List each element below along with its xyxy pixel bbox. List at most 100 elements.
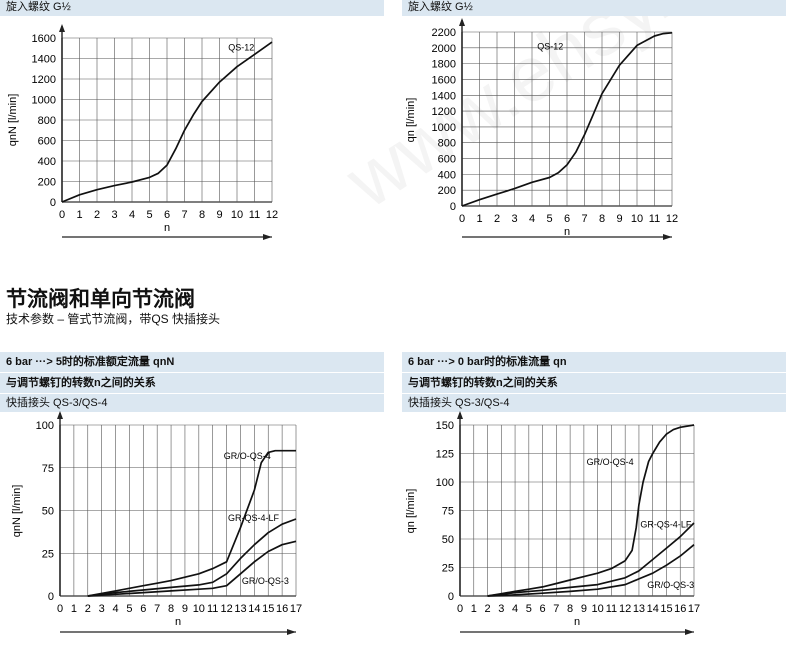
y-tick-label: 1200 bbox=[432, 106, 456, 118]
y-tick-label: 400 bbox=[438, 169, 456, 181]
series-line-gr-o-qs-4 bbox=[487, 424, 695, 597]
section-subtitle: 技术参数 – 管式节流阀，带QS 快插接头 bbox=[6, 312, 221, 326]
x-tick-label: 1 bbox=[471, 603, 477, 615]
series-line-gr-o-qs-3 bbox=[87, 540, 297, 597]
series-label-gr-o-qs-3: GR/O-QS-3 bbox=[647, 580, 694, 590]
y-tick-label: 0 bbox=[50, 197, 56, 209]
y-tick-label: 200 bbox=[38, 177, 56, 189]
x-tick-label: 2 bbox=[85, 603, 91, 615]
y-tick-label: 1200 bbox=[32, 74, 56, 86]
y-tick-label: 800 bbox=[38, 115, 56, 127]
header-top-left: 旋入螺纹 G½ bbox=[0, 0, 384, 16]
series-label-qs-12: QS-12 bbox=[228, 42, 254, 52]
y-tick-label: 100 bbox=[36, 420, 54, 432]
y-tick-label: 1600 bbox=[32, 33, 56, 45]
y-tick-label: 1400 bbox=[432, 90, 456, 102]
x-tick-label: 17 bbox=[290, 603, 302, 615]
series-line-gr-o-qs-4 bbox=[87, 449, 296, 597]
br-header-line1: 6 bar ···> 0 bar时的标准流量 qn bbox=[402, 352, 786, 372]
x-tick-label: 8 bbox=[599, 213, 605, 225]
x-tick-label: 16 bbox=[674, 603, 686, 615]
x-axis-label: n bbox=[175, 616, 181, 628]
y-axis-label: qn [l/min] bbox=[405, 489, 417, 534]
series-line-gr-qs-4-lf bbox=[87, 518, 297, 597]
br-header-line3: 快插接头 QS-3/QS-4 bbox=[402, 394, 786, 412]
y-tick-label: 75 bbox=[42, 463, 54, 475]
x-tick-label: 10 bbox=[193, 603, 205, 615]
y-tick-label: 600 bbox=[438, 154, 456, 166]
x-tick-label: 5 bbox=[146, 209, 152, 221]
x-tick-label: 2 bbox=[484, 603, 490, 615]
y-axis-arrow bbox=[57, 411, 63, 419]
x-tick-label: 4 bbox=[112, 603, 118, 615]
x-tick-label: 17 bbox=[688, 603, 700, 615]
x-tick-label: 15 bbox=[262, 603, 274, 615]
y-tick-label: 1000 bbox=[432, 122, 456, 134]
bl-header-line3: 快插接头 QS-3/QS-4 bbox=[0, 394, 384, 412]
n-arrow-head bbox=[287, 629, 296, 635]
series-line-gr-qs-4-lf bbox=[487, 522, 695, 597]
x-tick-label: 7 bbox=[181, 209, 187, 221]
x-tick-label: 3 bbox=[498, 603, 504, 615]
n-arrow-head bbox=[263, 234, 272, 240]
series-line-qs-12 bbox=[461, 31, 673, 207]
x-tick-label: 6 bbox=[164, 209, 170, 221]
x-tick-label: 7 bbox=[581, 213, 587, 225]
bl-header-line2: 与调节螺钉的转数n之间的关系 bbox=[0, 373, 384, 393]
series-label-gr-qs-4-lf: GR-QS-4-LF bbox=[640, 520, 692, 530]
x-tick-label: 11 bbox=[649, 213, 660, 225]
x-tick-label: 8 bbox=[168, 603, 174, 615]
x-tick-label: 16 bbox=[276, 603, 288, 615]
y-axis-arrow bbox=[457, 411, 463, 419]
x-tick-label: 12 bbox=[266, 209, 278, 221]
x-tick-label: 5 bbox=[126, 603, 132, 615]
x-tick-label: 6 bbox=[540, 603, 546, 615]
y-tick-label: 1400 bbox=[32, 54, 56, 66]
series-label-qs-12: QS-12 bbox=[537, 41, 563, 51]
x-tick-label: 0 bbox=[457, 603, 463, 615]
x-tick-label: 8 bbox=[567, 603, 573, 615]
x-tick-label: 4 bbox=[529, 213, 535, 225]
x-tick-label: 0 bbox=[59, 209, 65, 221]
x-tick-label: 1 bbox=[476, 213, 482, 225]
y-tick-label: 200 bbox=[438, 185, 456, 197]
x-tick-label: 1 bbox=[71, 603, 77, 615]
x-tick-label: 5 bbox=[546, 213, 552, 225]
x-tick-label: 10 bbox=[231, 209, 243, 221]
y-axis-arrow bbox=[59, 24, 65, 32]
x-tick-label: 6 bbox=[564, 213, 570, 225]
y-tick-label: 0 bbox=[450, 201, 456, 213]
series-label-gr-o-qs-4: GR/O-QS-4 bbox=[587, 457, 634, 467]
x-tick-label: 11 bbox=[207, 603, 218, 615]
y-tick-label: 600 bbox=[38, 136, 56, 148]
x-tick-label: 4 bbox=[129, 209, 135, 221]
chart-bottom-right: 0 1 2 3 4 5 6 7 8 9 10 11 12 13 14 15 16 1702550751001251… bbox=[405, 411, 700, 635]
x-tick-label: 14 bbox=[248, 603, 260, 615]
x-tick-label: 2 bbox=[494, 213, 500, 225]
chart-bottom-left: 0 1 2 3 4 5 6 7 8 9 10 11 12 13 14 15 16 170255075100nqnN… bbox=[11, 411, 302, 635]
chart-top-left: 0 1 2 3 4 5 6 7 8 9 10 11 12020040060080010001200140… bbox=[7, 24, 278, 240]
x-tick-label: 11 bbox=[606, 603, 617, 615]
x-tick-label: 8 bbox=[199, 209, 205, 221]
x-tick-label: 10 bbox=[631, 213, 643, 225]
y-tick-label: 400 bbox=[38, 156, 56, 168]
y-axis-label: qnN [l/min] bbox=[7, 94, 19, 147]
x-tick-label: 3 bbox=[111, 209, 117, 221]
y-tick-label: 100 bbox=[436, 477, 454, 489]
x-tick-label: 10 bbox=[592, 603, 604, 615]
x-tick-label: 3 bbox=[99, 603, 105, 615]
y-tick-label: 0 bbox=[48, 591, 54, 603]
x-axis-label: n bbox=[164, 222, 170, 234]
x-tick-label: 9 bbox=[182, 603, 188, 615]
n-arrow-head bbox=[685, 629, 694, 635]
x-tick-label: 3 bbox=[511, 213, 517, 225]
x-axis-label: n bbox=[564, 226, 570, 238]
series-label-gr-o-qs-4: GR/O-QS-4 bbox=[224, 451, 271, 461]
x-tick-label: 12 bbox=[220, 603, 232, 615]
x-tick-label: 7 bbox=[154, 603, 160, 615]
x-tick-label: 9 bbox=[216, 209, 222, 221]
x-tick-label: 13 bbox=[234, 603, 246, 615]
x-tick-label: 9 bbox=[616, 213, 622, 225]
x-tick-label: 2 bbox=[94, 209, 100, 221]
y-tick-label: 150 bbox=[436, 420, 454, 432]
